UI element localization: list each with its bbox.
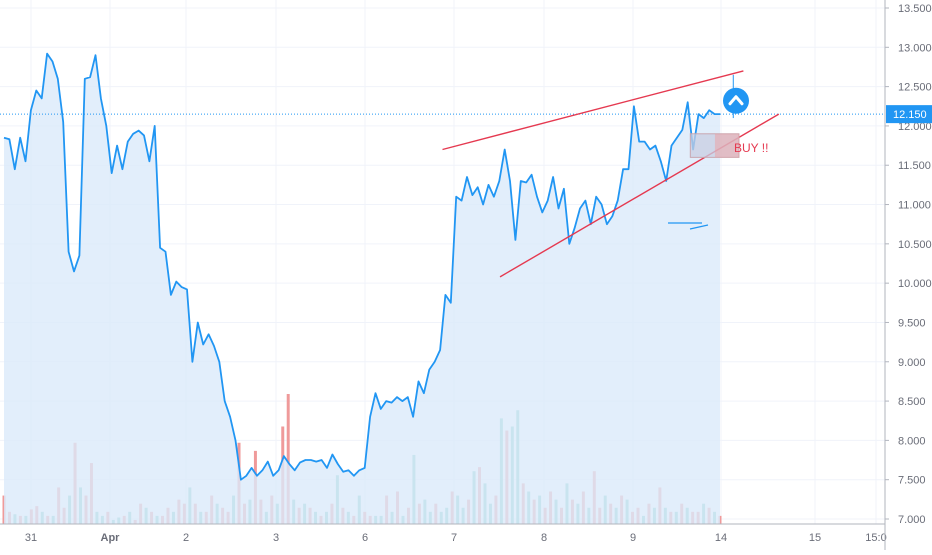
x-tick-label: Apr [101, 532, 121, 544]
y-tick-label: 13.000 [898, 42, 932, 54]
x-tick-label: 15 [809, 532, 821, 544]
x-tick-label: 6 [362, 532, 368, 544]
y-tick-label: 10.000 [898, 278, 932, 290]
x-tick-label: 15:0 [865, 532, 886, 544]
y-tick-label: 7.000 [898, 514, 926, 526]
y-tick-label: 8.500 [898, 396, 926, 408]
y-tick-label: 10.500 [898, 239, 932, 251]
volume-bar [286, 394, 290, 524]
x-tick-label: 7 [451, 532, 457, 544]
buy-label: BUY !! [734, 141, 768, 155]
y-tick-label: 11.000 [898, 200, 931, 212]
last-price-label: 12.150 [893, 109, 927, 121]
arrow-sketch [668, 222, 709, 230]
x-tick-label: 8 [541, 532, 547, 544]
y-tick-label: 12.000 [898, 121, 932, 133]
x-axis: 31 Apr 2 3 6 7 8 9 14 15 15:0 [0, 523, 887, 544]
x-tick-label: 9 [630, 532, 636, 544]
last-price-badge[interactable] [886, 105, 932, 124]
y-tick-label: 8.000 [898, 435, 926, 447]
chevron-up-icon [728, 95, 744, 106]
x-tick-label: 31 [25, 532, 37, 544]
annotations: BUY !! [442, 70, 780, 278]
x-tick-label: 3 [273, 532, 279, 544]
x-tick-label: 14 [715, 532, 727, 544]
price-area-fill [4, 53, 720, 524]
price-line [3, 52, 720, 481]
y-tick-label: 13.500 [898, 3, 932, 15]
long-up-icon-circle[interactable] [723, 87, 749, 114]
price-area [4, 53, 720, 524]
y-tick-label: 11.500 [898, 160, 931, 172]
price-line-group [0, 52, 885, 481]
buy-zone-box [689, 133, 740, 158]
wedge-upper-line [442, 70, 744, 151]
y-tick-label: 12.500 [898, 82, 932, 94]
x-tick-label: 2 [183, 532, 189, 544]
y-tick-label: 7.500 [898, 475, 926, 487]
y-tick-label: 9.500 [898, 317, 926, 329]
y-axis[interactable]: 7.000 7.500 8.000 8.500 9.000 9.500 10.000 10.5… [884, 0, 932, 550]
buy-zone-right [714, 133, 739, 158]
long-up-icon[interactable] [723, 87, 749, 114]
y-tick-label: 9.000 [898, 357, 926, 369]
